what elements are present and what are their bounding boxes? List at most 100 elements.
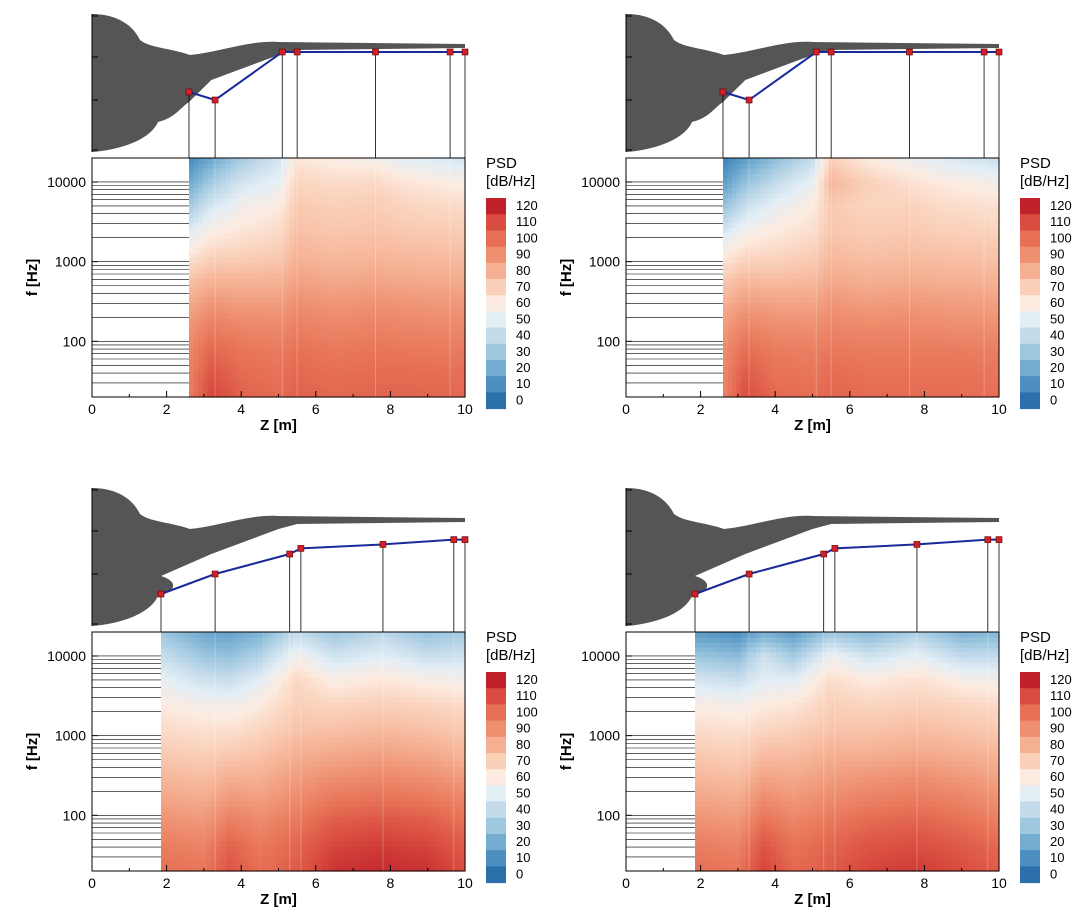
heatmap-cell — [345, 243, 350, 249]
heatmap-cell — [322, 168, 327, 174]
heatmap-cell — [267, 312, 272, 318]
heatmap-cell — [304, 312, 309, 318]
heatmap-cell — [847, 218, 852, 224]
heatmap-cell — [364, 292, 369, 298]
heatmap-cell — [194, 223, 199, 229]
heatmap-cell — [737, 253, 742, 259]
heatmap-cell — [318, 387, 323, 393]
heatmap-cell — [230, 258, 235, 264]
heatmap-cell — [350, 332, 355, 338]
heatmap-cell — [737, 312, 742, 318]
heatmap-cell — [879, 387, 884, 393]
heatmap-cell — [447, 248, 452, 254]
heatmap-cell — [221, 218, 226, 224]
heatmap-cell — [783, 322, 788, 328]
heatmap-cell — [263, 352, 268, 358]
heatmap-cell — [451, 248, 456, 254]
heatmap-cell — [723, 258, 728, 264]
heatmap-cell — [327, 258, 332, 264]
heatmap-cell — [760, 297, 765, 303]
heatmap-cell — [898, 302, 903, 308]
heatmap-cell — [838, 387, 843, 393]
heatmap-cell — [783, 193, 788, 199]
geometry-sketch — [92, 14, 468, 158]
colorbar-level-label: 60 — [516, 295, 530, 310]
heatmap-cell — [764, 203, 769, 209]
heatmap-cell — [755, 248, 760, 254]
heatmap-cell — [419, 183, 424, 189]
heatmap-cell — [341, 163, 346, 169]
heatmap-cell — [345, 327, 350, 333]
heatmap-cell — [723, 218, 728, 224]
heatmap-cell — [313, 248, 318, 254]
heatmap-cell — [884, 188, 889, 194]
empty-region-grid — [92, 158, 189, 397]
heatmap-cell — [879, 223, 884, 229]
heatmap-cell — [741, 263, 746, 269]
heatmap-cell — [861, 168, 866, 174]
heatmap-cell — [764, 178, 769, 184]
heatmap-cell — [364, 357, 369, 363]
heatmap-cell — [824, 312, 829, 318]
heatmap-cell — [350, 198, 355, 204]
heatmap-cell — [368, 248, 373, 254]
heatmap-cell — [198, 387, 203, 393]
heatmap-cell — [350, 387, 355, 393]
heatmap-cell — [760, 163, 765, 169]
heatmap-cell — [396, 243, 401, 249]
heatmap-cell — [286, 302, 291, 308]
heatmap-cell — [875, 273, 880, 279]
heatmap-cell — [838, 168, 843, 174]
heatmap-cell — [728, 168, 733, 174]
heatmap-cell — [437, 213, 442, 219]
heatmap-cell — [350, 268, 355, 274]
heatmap-cell — [792, 188, 797, 194]
heatmap-cell — [382, 178, 387, 184]
heatmap-cell — [447, 183, 452, 189]
heatmap-cell — [207, 203, 212, 209]
heatmap-cell — [792, 228, 797, 234]
heatmap-cell — [290, 238, 295, 244]
heatmap-cell — [189, 312, 194, 318]
heatmap-cell — [433, 292, 438, 298]
heatmap-cell — [198, 188, 203, 194]
heatmap-cell — [272, 282, 277, 288]
heatmap-cell — [787, 258, 792, 264]
heatmap-cell — [396, 208, 401, 214]
heatmap-cell — [787, 218, 792, 224]
heatmap-cell — [290, 193, 295, 199]
heatmap-cell — [424, 312, 429, 318]
heatmap-cell — [368, 352, 373, 358]
heatmap-cell — [332, 342, 337, 348]
heatmap-cell — [741, 297, 746, 303]
heatmap-cell — [221, 282, 226, 288]
heatmap-cell — [198, 203, 203, 209]
heatmap-cell — [304, 208, 309, 214]
heatmap-cell — [286, 292, 291, 298]
heatmap-cell — [893, 163, 898, 169]
heatmap-cell — [258, 307, 263, 313]
heatmap-cell — [318, 322, 323, 328]
heatmap-cell — [732, 183, 737, 189]
heatmap-cell — [902, 198, 907, 204]
heatmap-cell — [456, 178, 461, 184]
heatmap-cell — [396, 312, 401, 318]
heatmap-cell — [322, 188, 327, 194]
heatmap-cell — [198, 307, 203, 313]
heatmap-cell — [249, 163, 254, 169]
heatmap-cell — [336, 263, 341, 269]
heatmap-cell — [364, 327, 369, 333]
heatmap-cell — [290, 233, 295, 239]
heatmap-cell — [792, 238, 797, 244]
heatmap-cell — [341, 367, 346, 373]
heatmap-cell — [451, 183, 456, 189]
heatmap-cell — [847, 208, 852, 214]
heatmap-cell — [313, 347, 318, 353]
heatmap-cell — [272, 377, 277, 383]
heatmap-cell — [341, 168, 346, 174]
heatmap-cell — [442, 233, 447, 239]
heatmap-cell — [276, 322, 281, 328]
heatmap-cell — [861, 268, 866, 274]
heatmap-cell — [341, 357, 346, 363]
heatmap-cell — [230, 233, 235, 239]
